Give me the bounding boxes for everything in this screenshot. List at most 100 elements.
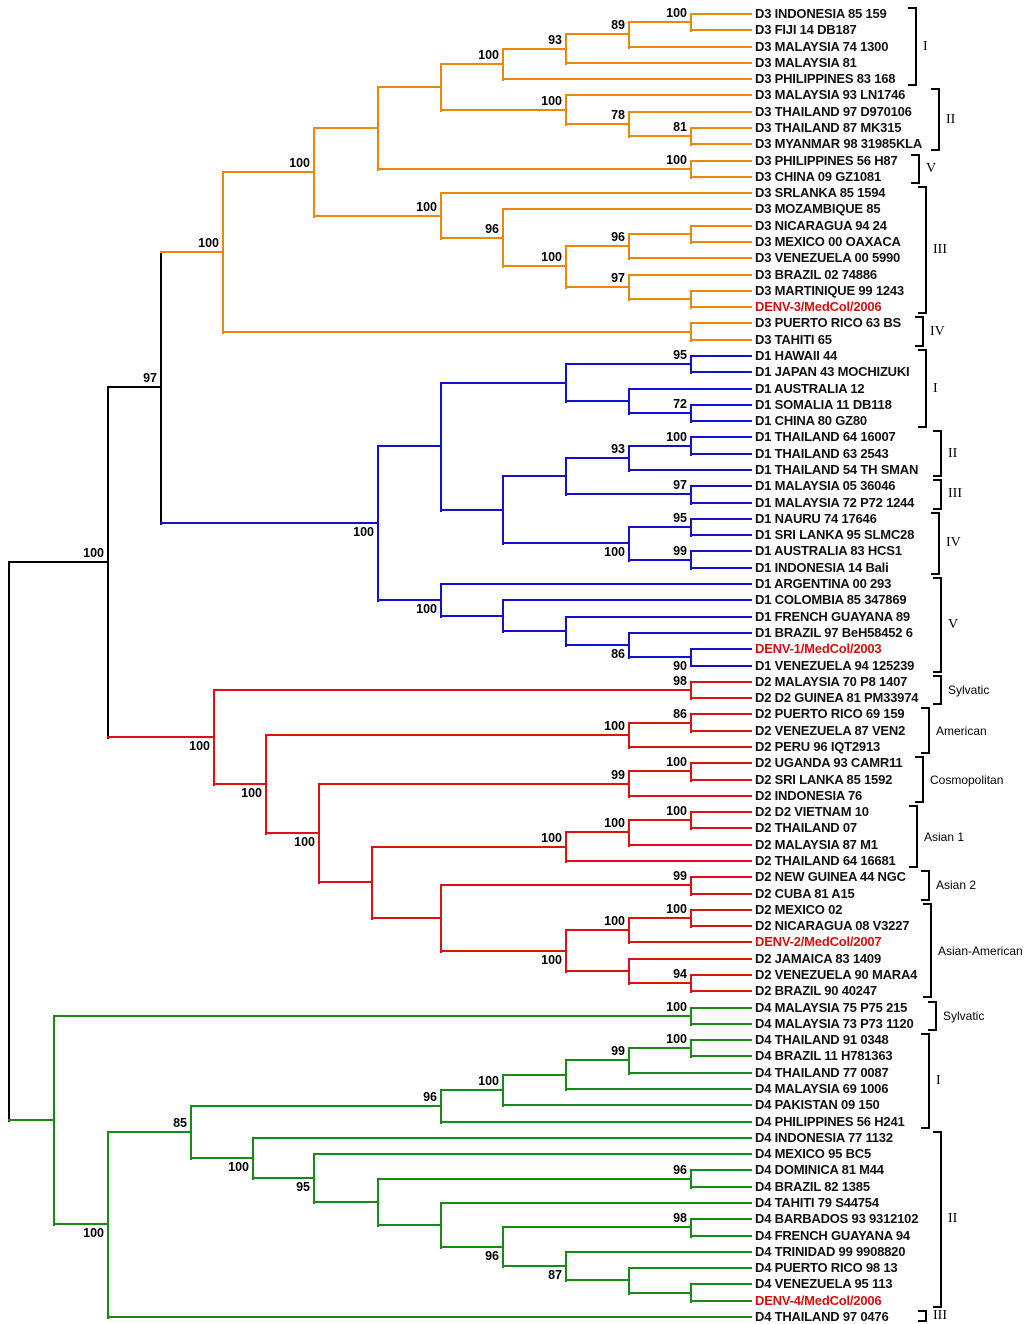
branch-line-vertical: [690, 909, 692, 929]
clade-bracket-tick-top: [915, 316, 924, 319]
bootstrap-value: 100: [541, 830, 562, 845]
bootstrap-value: 100: [198, 235, 219, 250]
bootstrap-value: 96: [485, 221, 499, 236]
branch-line-horizontal: [502, 208, 752, 211]
clade-bracket-tick-top: [933, 479, 942, 482]
branch-line-horizontal: [628, 982, 692, 985]
taxon-label: D1 NAURU 74 17646: [755, 510, 877, 526]
bootstrap-value: 100: [541, 250, 562, 265]
branch-line-horizontal: [502, 629, 567, 632]
branch-line-vertical: [318, 783, 320, 885]
taxon-label: D3 INDONESIA 85 159: [755, 6, 887, 21]
branch-line-horizontal: [440, 236, 504, 239]
taxon-label: D1 CHINA 80 GZ80: [755, 413, 867, 429]
branch-line-horizontal: [628, 794, 752, 797]
taxon-label: D1 THAILAND 63 2543: [755, 445, 889, 461]
taxon-label: D2 MEXICO 02: [755, 901, 843, 917]
branch-line-horizontal: [690, 501, 752, 504]
branch-line-vertical: [690, 649, 692, 668]
branch-line-horizontal: [440, 108, 567, 111]
branch-line-horizontal: [107, 1130, 192, 1133]
branch-line-horizontal: [690, 159, 752, 162]
branch-line-horizontal: [565, 363, 692, 366]
bootstrap-value: 100: [189, 738, 210, 753]
taxon-label: D3 MARTINIQUE 99 1243: [755, 282, 904, 298]
branch-line-horizontal: [502, 265, 567, 268]
bootstrap-value: 99: [673, 869, 687, 884]
bootstrap-value: 93: [611, 441, 625, 456]
clade-bracket-tick-top: [911, 153, 920, 156]
clade-label: Sylvatic: [948, 682, 990, 697]
branch-line-horizontal: [628, 819, 692, 822]
branch-line-vertical: [690, 486, 692, 505]
branch-line-horizontal: [377, 445, 442, 448]
branch-line-horizontal: [690, 729, 752, 732]
taxon-label: D3 MOZAMBIQUE 85: [755, 201, 881, 217]
taxon-label: D4 MEXICO 95 BC5: [755, 1146, 872, 1162]
taxon-label: D4 TRINIDAD 99 9908820: [755, 1243, 906, 1259]
branch-line-vertical: [502, 476, 504, 546]
branch-line-horizontal: [628, 444, 692, 447]
bootstrap-value: 81: [673, 120, 687, 135]
bootstrap-value: 100: [416, 199, 437, 214]
clade-bracket-vertical: [940, 674, 942, 706]
branch-line-vertical: [690, 877, 692, 896]
bootstrap-value: 100: [666, 429, 687, 444]
branch-line-vertical: [690, 356, 692, 375]
branch-line-horizontal: [377, 1223, 442, 1226]
taxon-label: D4 BARBADOS 93 9312102: [755, 1211, 919, 1227]
branch-line-horizontal: [440, 192, 752, 195]
clade-bracket-tick-bottom: [918, 312, 927, 315]
branch-line-horizontal: [502, 542, 630, 545]
taxon-label: D3 FIJI 14 DB187: [755, 22, 857, 38]
taxon-label: D1 AUSTRALIA 12: [755, 380, 865, 396]
taxon-label: D2 CUBA 81 A15: [755, 885, 855, 901]
branch-line-horizontal: [8, 561, 109, 564]
branch-line-vertical: [440, 1089, 442, 1124]
branch-line-vertical: [440, 885, 442, 953]
clade-label: Asian 1: [924, 829, 965, 844]
bootstrap-value: 95: [673, 511, 687, 526]
taxon-label: D4 VENEZUELA 95 113: [755, 1276, 893, 1292]
bootstrap-value: 100: [416, 601, 437, 616]
clade-bracket-tick-top: [921, 870, 930, 873]
branch-line-vertical: [565, 1251, 567, 1283]
branch-line-horizontal: [628, 412, 692, 415]
taxon-label: D1 SRI LANKA 95 SLMC28: [755, 527, 915, 543]
taxon-label: D1 THAILAND 64 16007: [755, 429, 896, 445]
taxon-label: D2 VENEZUELA 90 MARA4: [755, 966, 918, 982]
branch-line-horizontal: [690, 338, 752, 341]
bootstrap-value: 96: [673, 1162, 687, 1177]
branch-line-vertical: [8, 562, 10, 1123]
branch-line-vertical: [628, 771, 630, 798]
branch-line-vertical: [690, 1219, 692, 1238]
taxon-label: D2 THAILAND 64 16681: [755, 852, 896, 868]
branch-line-horizontal: [160, 521, 379, 524]
branch-line-horizontal: [502, 78, 752, 81]
branch-line-horizontal: [107, 1316, 752, 1318]
branch-line-horizontal: [313, 126, 379, 129]
branch-line-horizontal: [53, 1014, 692, 1017]
branch-line-horizontal: [440, 949, 567, 952]
bootstrap-value: 78: [611, 107, 625, 122]
branch-line-vertical: [565, 34, 567, 65]
branch-line-horizontal: [502, 1073, 567, 1076]
branch-line-vertical: [690, 14, 692, 33]
bootstrap-value: 99: [673, 543, 687, 558]
branch-line-vertical: [377, 86, 379, 171]
taxon-label: D4 THAILAND 91 0348: [755, 1032, 889, 1048]
branch-line-vertical: [690, 323, 692, 342]
bootstrap-value: 85: [173, 1115, 187, 1130]
taxon-label: D2 PERU 96 IQT2913: [755, 738, 881, 754]
taxon-label: D4 BRAZIL 11 H781363: [755, 1048, 893, 1064]
branch-line-horizontal: [690, 1006, 752, 1009]
branch-line-horizontal: [690, 1039, 752, 1042]
clade-label: I: [936, 1072, 941, 1088]
branch-line-horizontal: [628, 110, 752, 113]
branch-line-horizontal: [440, 583, 752, 586]
branch-line-vertical: [440, 63, 442, 112]
taxon-label: D4 MALAYSIA 73 P73 1120: [755, 1015, 914, 1031]
branch-line-vertical: [690, 128, 692, 147]
branch-line-horizontal: [690, 566, 752, 569]
